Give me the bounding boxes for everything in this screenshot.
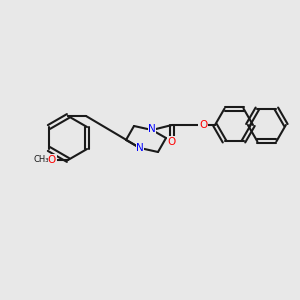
Text: N: N — [136, 143, 144, 153]
Text: O: O — [168, 137, 176, 147]
Text: O: O — [199, 120, 207, 130]
Text: O: O — [48, 155, 56, 165]
Text: N: N — [148, 124, 156, 134]
Text: CH₃: CH₃ — [33, 155, 49, 164]
